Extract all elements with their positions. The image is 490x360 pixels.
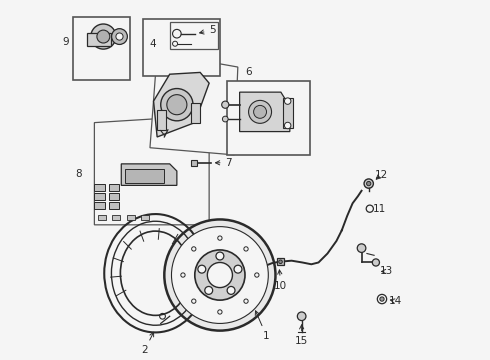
- Polygon shape: [153, 72, 209, 137]
- Circle shape: [218, 236, 222, 240]
- Circle shape: [367, 181, 371, 186]
- Bar: [276, 258, 285, 265]
- Text: 6: 6: [245, 67, 252, 77]
- Polygon shape: [122, 164, 177, 185]
- Bar: [109, 184, 120, 191]
- Polygon shape: [95, 116, 209, 225]
- Bar: [157, 110, 166, 130]
- Text: 4: 4: [149, 40, 156, 49]
- Bar: [191, 103, 200, 123]
- Circle shape: [218, 310, 222, 314]
- Bar: [283, 98, 293, 128]
- Text: 15: 15: [295, 325, 308, 346]
- Text: 3: 3: [244, 94, 250, 104]
- Bar: [143, 19, 220, 76]
- Bar: [141, 215, 149, 220]
- Circle shape: [97, 30, 110, 43]
- Circle shape: [195, 250, 245, 300]
- Text: 14: 14: [389, 296, 402, 306]
- Circle shape: [244, 247, 248, 251]
- Polygon shape: [240, 92, 290, 132]
- Circle shape: [192, 299, 196, 303]
- Bar: [109, 202, 120, 209]
- Bar: [170, 22, 218, 49]
- Circle shape: [192, 247, 196, 251]
- Text: 5: 5: [199, 25, 216, 35]
- Circle shape: [221, 101, 229, 108]
- Text: 7: 7: [216, 158, 232, 168]
- Circle shape: [207, 262, 232, 288]
- Circle shape: [164, 220, 275, 330]
- Circle shape: [167, 95, 187, 115]
- Text: 12: 12: [375, 170, 388, 180]
- Text: 2: 2: [141, 332, 154, 355]
- Circle shape: [380, 297, 384, 301]
- Circle shape: [112, 29, 127, 44]
- Bar: [95, 193, 105, 200]
- Text: 13: 13: [380, 266, 393, 276]
- Circle shape: [234, 265, 242, 273]
- Circle shape: [216, 252, 224, 260]
- Text: 11: 11: [373, 204, 386, 215]
- Polygon shape: [150, 53, 238, 155]
- Circle shape: [181, 273, 185, 277]
- Circle shape: [372, 259, 379, 266]
- Bar: [125, 169, 164, 183]
- Circle shape: [254, 105, 267, 118]
- Circle shape: [172, 226, 269, 323]
- Circle shape: [364, 179, 373, 188]
- Bar: [191, 160, 196, 166]
- Circle shape: [244, 299, 248, 303]
- Bar: [95, 202, 105, 209]
- Circle shape: [377, 294, 387, 304]
- Circle shape: [279, 260, 282, 264]
- Bar: [126, 215, 135, 220]
- Bar: [109, 193, 120, 200]
- Bar: [87, 33, 111, 45]
- Circle shape: [225, 255, 232, 262]
- Circle shape: [205, 287, 213, 294]
- Text: 1: 1: [255, 311, 270, 341]
- Circle shape: [161, 89, 193, 121]
- Bar: [73, 17, 130, 80]
- Bar: [98, 215, 106, 220]
- Bar: [112, 215, 120, 220]
- Bar: [227, 81, 310, 155]
- Text: 8: 8: [75, 169, 81, 179]
- Text: 9: 9: [62, 37, 69, 47]
- Circle shape: [297, 312, 306, 320]
- Circle shape: [357, 244, 366, 252]
- Circle shape: [222, 116, 228, 122]
- Circle shape: [366, 205, 373, 212]
- Circle shape: [248, 100, 271, 123]
- Circle shape: [91, 24, 116, 49]
- Circle shape: [198, 265, 206, 273]
- Circle shape: [227, 287, 235, 294]
- Circle shape: [285, 98, 291, 104]
- Circle shape: [116, 33, 123, 40]
- Circle shape: [255, 273, 259, 277]
- Text: 10: 10: [274, 270, 288, 291]
- Bar: [95, 184, 105, 191]
- Circle shape: [285, 122, 291, 129]
